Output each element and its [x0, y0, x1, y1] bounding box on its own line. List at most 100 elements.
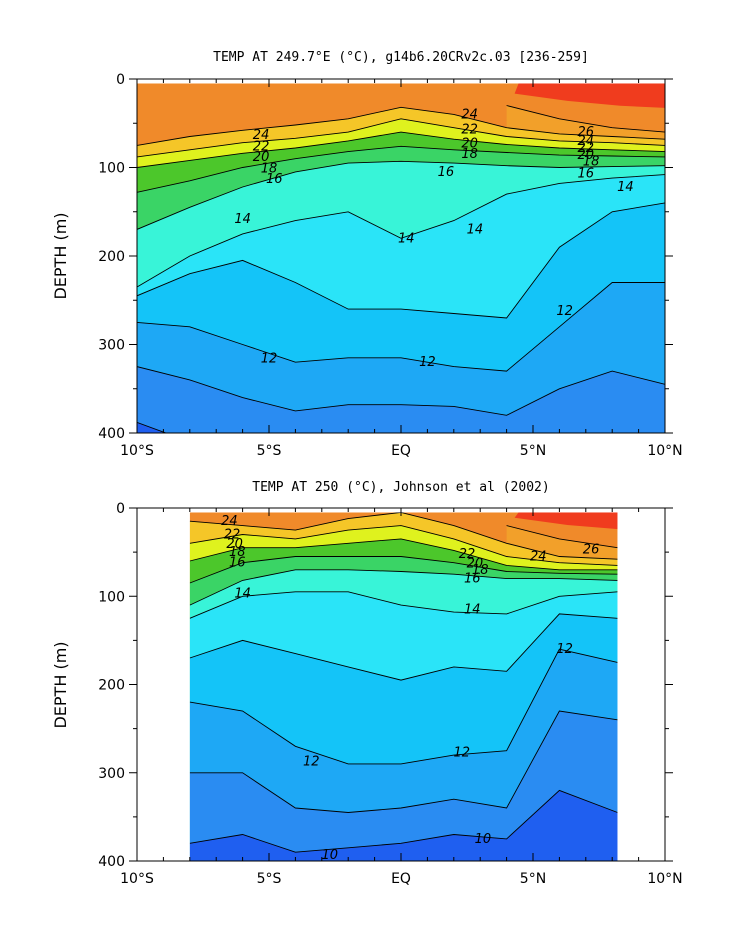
y-tick-label: 400	[98, 426, 125, 442]
contour-label: 22	[461, 122, 478, 137]
isotherm-line-13	[137, 202, 665, 319]
contour-label: 18	[229, 545, 246, 560]
x-tick-label: 5°N	[520, 443, 546, 459]
contour-label: 22	[224, 527, 241, 542]
bottom-panel: TEMP AT 250 (°C), Johnson et al (2002) D…	[51, 480, 683, 887]
isotherm-line-20	[137, 131, 665, 168]
y-tick-label: 400	[98, 854, 125, 870]
contour-label: 12	[303, 754, 320, 769]
contour-label: 14	[617, 180, 634, 195]
isotherm-line-16	[189, 569, 618, 606]
top-axis-ticks: 10°S 5°S EQ 5°N 10°N 0 100 200 300 400	[98, 72, 682, 459]
bottom-plot-area	[137, 508, 665, 861]
y-tick-label: 0	[116, 72, 125, 88]
isotherm-line-22	[189, 525, 618, 566]
contour-label: 18	[261, 161, 278, 176]
contour-label: 16	[266, 172, 283, 187]
bottom-chart-title: TEMP AT 250 (°C), Johnson et al (2002)	[252, 480, 549, 495]
contour-label: 18	[472, 563, 489, 578]
isotherm-line-11	[189, 710, 618, 813]
contour-label: 18	[583, 154, 600, 169]
contour-label: 12	[261, 352, 278, 367]
contour-label: 12	[453, 745, 470, 760]
contour-label: 16	[578, 167, 595, 182]
contour-label: 14	[234, 212, 251, 227]
top-panel: TEMP AT 249.7°E (°C), g14b6.20CRv2c.03 […	[51, 50, 683, 459]
isotherm-line-10	[189, 789, 618, 853]
contour-label: 16	[438, 165, 455, 180]
x-tick-label: 10°S	[120, 871, 154, 887]
isotherm-line-26	[506, 525, 618, 549]
top-contour-labels: 2422201824222018161416141426242220181614…	[234, 107, 633, 370]
y-tick-label: 100	[98, 589, 125, 605]
top-plot-area	[137, 79, 665, 433]
contour-label: 12	[556, 642, 573, 657]
contour-label: 24	[221, 514, 238, 529]
top-y-axis-label: DEPTH (m)	[51, 212, 70, 299]
y-tick-label: 0	[116, 501, 125, 517]
x-tick-label: 10°S	[120, 443, 154, 459]
contour-label: 24	[530, 550, 547, 565]
no-data-region	[137, 508, 190, 861]
isotherm-line-11	[137, 366, 665, 416]
x-tick-label: 10°N	[647, 871, 682, 887]
x-tick-label: EQ	[391, 443, 411, 459]
x-tick-label: 5°S	[257, 871, 282, 887]
contour-label: 20	[461, 137, 478, 152]
warm-pool-fill	[514, 512, 626, 530]
isotherm-band-11	[137, 366, 665, 433]
contour-label: 26	[578, 125, 595, 140]
contour-label: 22	[578, 141, 595, 156]
x-tick-label: 10°N	[647, 443, 682, 459]
contour-label: 12	[419, 355, 436, 370]
y-tick-label: 200	[98, 249, 125, 265]
contour-label: 22	[253, 139, 270, 154]
contour-label: 18	[461, 147, 478, 162]
contour-label: 20	[467, 557, 484, 572]
isotherm-band-10	[189, 790, 618, 861]
contour-label: 20	[226, 537, 243, 552]
bottom-y-axis-label: DEPTH (m)	[51, 641, 70, 728]
x-tick-label: 5°N	[520, 871, 546, 887]
isotherm-line-20	[189, 538, 618, 571]
isotherm-line-12	[189, 648, 618, 765]
contour-label: 24	[461, 107, 478, 122]
contour-label: 14	[398, 231, 415, 246]
contour-label: 10	[321, 848, 338, 863]
isotherm-line-18	[189, 556, 618, 584]
contour-label: 20	[253, 150, 270, 165]
contour-label: 24	[253, 128, 270, 143]
isotherm-line-13	[189, 613, 618, 681]
isotherm-line-24	[137, 106, 665, 146]
warm-pool-fill	[514, 83, 665, 108]
isotherm-line-12	[137, 282, 665, 372]
y-tick-label: 300	[98, 338, 125, 354]
isotherm-band-11	[189, 711, 618, 861]
isotherm-band-12	[137, 282, 665, 433]
contour-label: 26	[583, 542, 600, 557]
isotherm-line-16	[137, 160, 665, 230]
contour-label: 10	[475, 832, 492, 847]
y-tick-label: 200	[98, 678, 125, 694]
contour-label: 16	[229, 556, 246, 571]
isotherm-line-26	[506, 105, 665, 133]
isotherm-line-14	[137, 174, 665, 288]
top-chart-title: TEMP AT 249.7°E (°C), g14b6.20CRv2c.03 […	[213, 50, 589, 65]
contour-label: 12	[556, 304, 573, 319]
contour-label: 16	[464, 572, 481, 587]
y-tick-label: 100	[98, 161, 125, 177]
contour-label: 14	[467, 222, 484, 237]
isotherm-line-14	[189, 591, 618, 619]
contour-label: 14	[464, 602, 481, 617]
bottom-axis-ticks: 10°S 5°S EQ 5°N 10°N 0 100 200 300 400	[98, 501, 682, 887]
y-tick-label: 300	[98, 766, 125, 782]
contour-label: 14	[234, 587, 251, 602]
contour-label: 24	[578, 134, 595, 149]
x-tick-label: EQ	[391, 871, 411, 887]
contour-label: 22	[459, 547, 476, 562]
isotherm-line-18	[137, 145, 665, 193]
no-data-region	[617, 508, 665, 861]
isotherm-line-22	[137, 118, 665, 158]
contour-label: 20	[578, 148, 595, 163]
